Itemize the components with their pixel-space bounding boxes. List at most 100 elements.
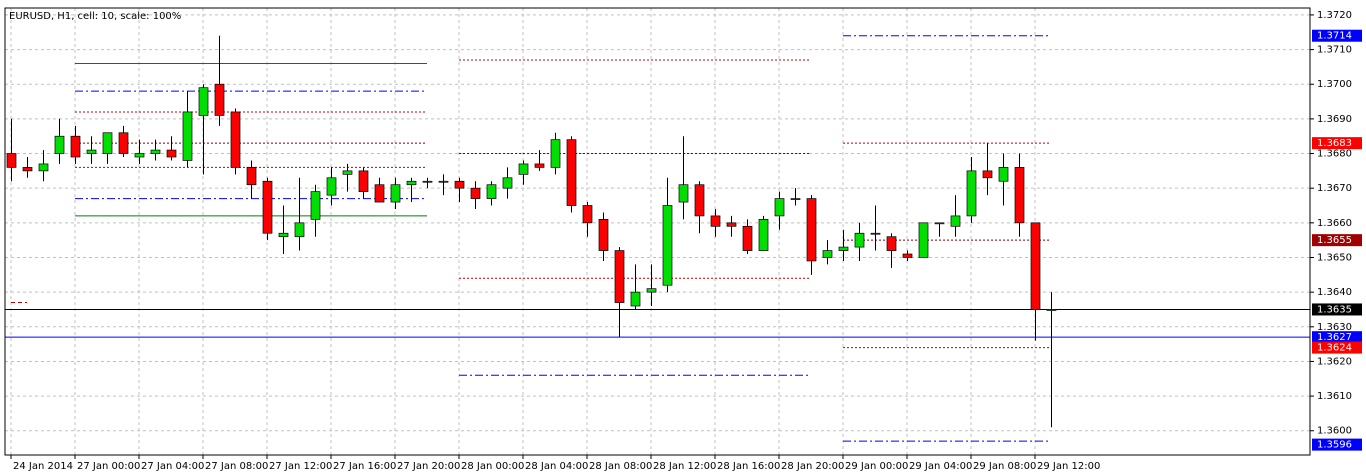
y-tick-label: 1.3710 xyxy=(1317,45,1352,56)
x-tick-label: 27 Jan 16:00 xyxy=(333,461,396,472)
candle-body xyxy=(630,291,641,307)
y-tick-label: 1.3690 xyxy=(1317,114,1352,125)
y-tick-label: 1.3720 xyxy=(1317,10,1352,21)
price-marker-label: 1.3655 xyxy=(1317,235,1352,246)
candle-body xyxy=(886,236,897,251)
candle-body xyxy=(566,139,577,206)
y-tick-label: 1.3680 xyxy=(1317,149,1352,160)
candle-body xyxy=(854,232,865,248)
y-tick-label: 1.3600 xyxy=(1317,426,1352,437)
candle-body xyxy=(774,198,785,217)
candle-body xyxy=(502,177,513,189)
candle-body xyxy=(326,177,337,196)
x-tick-label: 27 Jan 04:00 xyxy=(141,461,204,472)
price-marker-label: 1.3627 xyxy=(1317,332,1352,343)
price-marker xyxy=(1312,303,1362,316)
candle-body xyxy=(214,83,225,116)
candle-body xyxy=(310,191,321,220)
x-tick-label: 29 Jan 12:00 xyxy=(1037,461,1100,472)
x-tick-label: 29 Jan 00:00 xyxy=(845,461,908,472)
plot-frame xyxy=(4,7,1311,456)
y-tick-label: 1.3670 xyxy=(1317,183,1352,194)
candle-body xyxy=(342,170,353,175)
candle-body xyxy=(70,135,81,158)
candle-body xyxy=(1014,167,1025,224)
x-tick-label: 28 Jan 08:00 xyxy=(589,461,652,472)
x-tick-label: 28 Jan 16:00 xyxy=(717,461,780,472)
candle-body xyxy=(934,222,945,225)
candle-body xyxy=(294,222,305,238)
candle-body xyxy=(454,180,465,189)
candle-body xyxy=(550,139,561,168)
price-marker xyxy=(1312,29,1362,42)
candle-body xyxy=(822,250,833,258)
x-tick-label: 24 Jan 2014 xyxy=(13,461,73,472)
candle-body xyxy=(582,205,593,224)
candle-body xyxy=(614,250,625,303)
candle-body xyxy=(38,163,49,172)
candle-body xyxy=(102,132,113,154)
candle-body xyxy=(742,225,753,251)
price-marker-label: 1.3624 xyxy=(1317,343,1352,354)
chart-title: EURUSD, H1, cell: 10, scale: 100% xyxy=(9,11,181,22)
candle-body xyxy=(486,184,497,199)
candle-body xyxy=(6,153,17,168)
candle-body xyxy=(790,198,801,200)
candles xyxy=(6,35,1057,428)
candle-body xyxy=(262,180,273,234)
candle-body xyxy=(278,232,289,238)
price-marker xyxy=(1312,341,1362,354)
y-tick-label: 1.3640 xyxy=(1317,287,1352,298)
x-tick-label: 27 Jan 00:00 xyxy=(77,461,140,472)
y-tick-label: 1.3650 xyxy=(1317,252,1352,263)
candle-body xyxy=(758,219,769,251)
candle-body xyxy=(806,198,817,262)
candle-body xyxy=(902,253,913,258)
candle-body xyxy=(534,163,545,168)
price-marker-label: 1.3714 xyxy=(1317,31,1352,42)
candle-body xyxy=(518,163,529,175)
candle-body xyxy=(118,132,129,154)
candle-body xyxy=(166,149,177,158)
x-tick-label: 27 Jan 08:00 xyxy=(205,461,268,472)
candle-body xyxy=(598,219,609,251)
candle-body xyxy=(982,170,993,179)
candle-body xyxy=(646,288,657,293)
candle-body xyxy=(918,222,929,258)
candle-body xyxy=(230,111,241,168)
x-tick-label: 29 Jan 08:00 xyxy=(973,461,1036,472)
candle-body xyxy=(870,232,881,235)
x-tick-label: 27 Jan 12:00 xyxy=(269,461,332,472)
candle-body xyxy=(406,180,417,186)
price-marker-label: 1.3635 xyxy=(1317,304,1352,315)
y-tick-label: 1.3700 xyxy=(1317,79,1352,90)
candle-body xyxy=(950,215,961,227)
x-tick-label: 28 Jan 12:00 xyxy=(653,461,716,472)
candle-body xyxy=(694,184,705,217)
candle-body xyxy=(134,153,145,158)
candle-body xyxy=(710,215,721,227)
candle-body xyxy=(86,149,97,154)
x-tick-label: 29 Jan 04:00 xyxy=(909,461,972,472)
candle-body xyxy=(182,111,193,161)
price-marker xyxy=(1312,137,1362,150)
price-marker xyxy=(1312,331,1362,344)
candle-body xyxy=(726,222,737,227)
price-marker-label: 1.3596 xyxy=(1317,440,1352,451)
y-tick-label: 1.3660 xyxy=(1317,218,1352,229)
candle-body xyxy=(662,205,673,286)
candle-body xyxy=(246,167,257,186)
candle-body xyxy=(470,187,481,199)
y-tick-label: 1.3620 xyxy=(1317,356,1352,367)
price-marker xyxy=(1312,234,1362,247)
candle-body xyxy=(374,184,385,203)
grid xyxy=(5,8,1310,455)
candle-body xyxy=(150,149,161,154)
x-tick-label: 28 Jan 00:00 xyxy=(461,461,524,472)
x-tick-label: 28 Jan 04:00 xyxy=(525,461,588,472)
x-tick-label: 27 Jan 20:00 xyxy=(397,461,460,472)
candle-body xyxy=(358,170,369,193)
price-marker xyxy=(1312,438,1362,451)
